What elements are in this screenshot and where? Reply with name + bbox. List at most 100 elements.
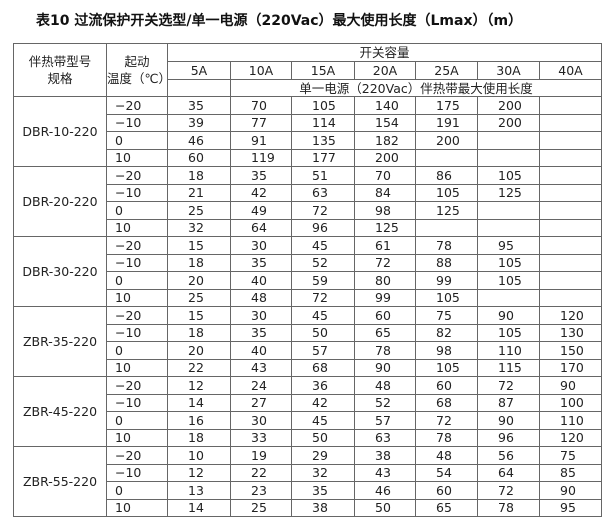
- length-cell: 90: [477, 306, 540, 325]
- length-cell: 24: [230, 376, 292, 395]
- model-header-line1: 伴热带型号: [28, 54, 92, 69]
- length-cell: 64: [230, 218, 292, 237]
- length-cell: 95: [538, 498, 603, 517]
- length-cell: 75: [538, 446, 603, 465]
- model-cell: DBR-10-220: [13, 96, 107, 167]
- length-cell: 119: [230, 148, 292, 167]
- length-cell: 86: [415, 166, 478, 185]
- length-cell: 105: [415, 358, 478, 377]
- length-cell: 65: [415, 498, 478, 517]
- model-cell: ZBR-35-220: [13, 306, 107, 377]
- column-header: 10A: [230, 61, 292, 80]
- length-cell: 30: [230, 306, 292, 325]
- temperature-cell: −10: [106, 113, 168, 132]
- length-cell: 54: [415, 463, 478, 482]
- temperature-cell: −20: [106, 166, 168, 185]
- temperature-cell: 0: [106, 481, 168, 500]
- length-cell: [477, 218, 540, 237]
- length-cell: 200: [477, 113, 540, 132]
- table-row: ZBR-45-220 −20 12 24 36 48 60 72 90: [13, 376, 603, 447]
- length-cell: 57: [354, 411, 416, 430]
- length-cell: 72: [415, 411, 478, 430]
- length-cell: 56: [477, 446, 540, 465]
- temp-header-line1: 起动: [124, 54, 150, 69]
- length-cell: 14: [167, 498, 231, 517]
- length-cell: 72: [477, 376, 540, 395]
- length-cell: 18: [167, 253, 231, 272]
- table-title: 表10 过流保护开关选型/单一电源（220Vac）最大使用长度（Lmax）（m）: [36, 13, 523, 29]
- length-cell: 96: [291, 218, 355, 237]
- length-cell: 22: [230, 463, 292, 482]
- length-cell: 23: [230, 481, 292, 500]
- temperature-cell: 10: [106, 358, 168, 377]
- table-row: −10 18 35 52 72 88 105: [14, 253, 603, 272]
- length-cell: 84: [354, 183, 416, 202]
- length-cell: 10: [167, 446, 231, 465]
- length-cell: 78: [415, 428, 478, 447]
- length-cell: 50: [291, 323, 355, 342]
- temperature-cell: −10: [106, 323, 168, 342]
- length-cell: 59: [291, 271, 355, 290]
- length-cell: 96: [477, 428, 540, 447]
- length-cell: 78: [415, 236, 478, 255]
- length-cell: 105: [415, 288, 478, 307]
- temp-header-line2: 温度（℃）: [107, 71, 168, 86]
- length-cell: 22: [167, 358, 231, 377]
- length-cell: 105: [415, 183, 478, 202]
- temperature-cell: −10: [106, 183, 168, 202]
- table-row: ZBR-35-220 −20 15 30 45 60 75 90 120: [13, 306, 603, 377]
- length-cell: 105: [477, 253, 540, 272]
- length-cell: 60: [354, 306, 416, 325]
- length-cell: 60: [415, 481, 478, 500]
- length-cell: 52: [291, 253, 355, 272]
- subtitle-blank: [167, 79, 231, 97]
- length-cell: 130: [538, 323, 603, 342]
- length-cell: 125: [354, 218, 416, 237]
- table-row: 10 25 48 72 99 105: [14, 288, 603, 307]
- column-header: 30A: [477, 61, 540, 80]
- length-cell: 175: [415, 96, 478, 115]
- length-cell: 36: [291, 376, 355, 395]
- length-cell: 12: [167, 376, 231, 395]
- length-cell: 42: [291, 393, 355, 412]
- table-row: −10 39 77 114 154 191 200: [14, 113, 603, 132]
- temp-header: 起动温度（℃）: [106, 43, 168, 97]
- length-cell: 125: [477, 183, 540, 202]
- length-cell: 40: [230, 271, 292, 290]
- temperature-cell: 10: [106, 288, 168, 307]
- length-cell: 90: [538, 376, 603, 395]
- subtitle-header: 单一电源（220Vac）伴热带最大使用长度: [229, 79, 603, 97]
- length-cell: 29: [291, 446, 355, 465]
- model-cell: ZBR-45-220: [13, 376, 107, 447]
- length-cell: 105: [477, 323, 540, 342]
- length-cell: 105: [291, 96, 355, 115]
- length-cell: 90: [477, 411, 540, 430]
- length-cell: 120: [538, 428, 603, 447]
- length-cell: 90: [354, 358, 416, 377]
- length-cell: 35: [230, 253, 292, 272]
- length-cell: 25: [167, 201, 231, 220]
- length-cell: 51: [291, 166, 355, 185]
- length-cell: 200: [415, 131, 478, 150]
- length-cell: 68: [291, 358, 355, 377]
- table-row: 0 25 49 72 98 125: [14, 201, 603, 220]
- length-cell: 82: [415, 323, 478, 342]
- length-cell: 42: [230, 183, 292, 202]
- table-row: 0 13 23 35 46 60 72 90: [14, 481, 603, 500]
- length-cell: 25: [167, 288, 231, 307]
- length-cell: 78: [477, 498, 540, 517]
- length-cell: 170: [538, 358, 603, 377]
- length-cell: 63: [354, 428, 416, 447]
- length-cell: 70: [230, 96, 292, 115]
- length-cell: 100: [538, 393, 603, 412]
- length-cell: 125: [415, 201, 478, 220]
- length-cell: 43: [354, 463, 416, 482]
- length-cell: 98: [415, 341, 478, 360]
- table-row: DBR-20-220 −20 18 35 51 70 86 105: [13, 166, 603, 237]
- length-cell: 27: [230, 393, 292, 412]
- length-cell: [415, 148, 478, 167]
- length-cell: [538, 166, 603, 185]
- length-cell: 39: [167, 113, 231, 132]
- column-header: 20A: [354, 61, 416, 80]
- length-cell: 20: [167, 341, 231, 360]
